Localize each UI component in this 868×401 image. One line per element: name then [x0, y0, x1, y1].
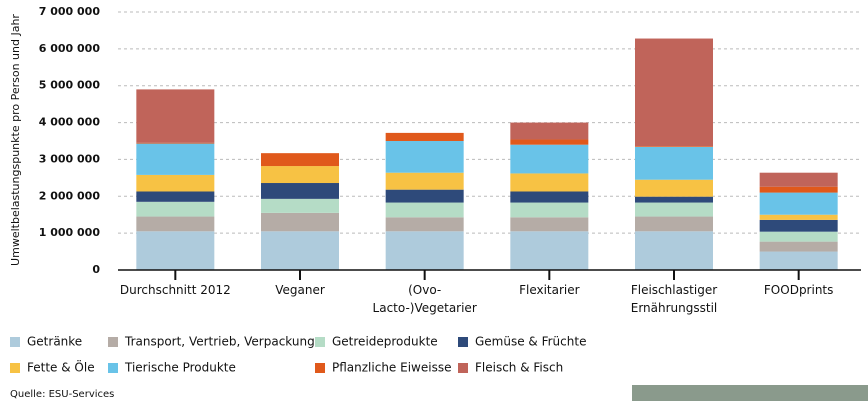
y-tick-label: 7 000 000	[39, 5, 101, 18]
bar-segment	[635, 197, 713, 203]
x-tick-label-box: Veganer	[230, 281, 370, 321]
legend-label: Fette & Öle	[27, 359, 95, 375]
bar-segment	[136, 217, 214, 232]
bar-segment	[261, 213, 339, 231]
legend-swatch	[315, 363, 325, 373]
legend-swatch	[108, 337, 118, 347]
bar-segment	[386, 217, 464, 231]
bar-segment	[386, 173, 464, 190]
x-tick-label: Flexitarier	[479, 281, 619, 299]
bar-segment	[510, 231, 588, 270]
bar-segment	[635, 147, 713, 180]
legend-label: Getreideprodukte	[332, 335, 438, 349]
bar-segment	[510, 217, 588, 231]
bar-segment	[136, 143, 214, 144]
x-tick-label: Veganer	[230, 281, 370, 299]
x-tick-label-box: FOODprints	[729, 281, 868, 321]
bar-segment	[760, 232, 838, 242]
x-tick-label: (Ovo-Lacto-)Vegetarier	[355, 281, 495, 317]
legend-swatch	[458, 363, 468, 373]
bar-segment	[635, 146, 713, 147]
bar-segment	[386, 203, 464, 218]
bar-segment	[136, 202, 214, 217]
photo	[632, 385, 868, 401]
bar-segment	[510, 173, 588, 191]
bar-segment	[261, 183, 339, 199]
bar-segment	[386, 190, 464, 203]
bar-segment	[635, 39, 713, 147]
bar-segment	[635, 231, 713, 270]
legend-swatch	[458, 337, 468, 347]
bar-segment	[261, 153, 339, 166]
legend-label: Fleisch & Fisch	[475, 361, 563, 375]
bar-segment	[261, 166, 339, 183]
bar-segment	[136, 191, 214, 201]
bar-segment	[510, 123, 588, 140]
legend-swatch	[108, 363, 118, 373]
y-tick-label: 3 000 000	[39, 152, 101, 165]
bar-segment	[635, 217, 713, 232]
bar-segment	[136, 231, 214, 270]
bar-segment	[510, 191, 588, 202]
legend-swatch	[10, 337, 20, 347]
y-tick-label: 2 000 000	[39, 189, 101, 202]
y-tick-label: 5 000 000	[39, 79, 101, 92]
y-tick-label: 1 000 000	[39, 226, 101, 239]
x-tick-label: FOODprints	[729, 281, 868, 299]
bar-segment	[510, 145, 588, 174]
bar-segment	[510, 203, 588, 218]
legend-label: Gemüse & Früchte	[475, 335, 586, 349]
bar-segment	[635, 180, 713, 197]
y-tick-label: 0	[92, 263, 100, 276]
x-tick-label: Durchschnitt 2012	[105, 281, 245, 299]
bar-segment	[760, 252, 838, 270]
source: Quelle: ESU-Services	[10, 389, 114, 400]
x-tick-label: Fleischlastiger Ernährungsstil	[604, 281, 744, 317]
y-axis-label: Umweltbelastungspunkte pro Person und Ja…	[9, 14, 22, 266]
legend-label: Getränke	[27, 335, 82, 349]
x-tick-label-box: (Ovo-Lacto-)Vegetarier	[355, 281, 495, 321]
legend-label: Tierische Produkte	[124, 361, 236, 375]
x-tick-label-box: Durchschnitt 2012	[105, 281, 245, 321]
bar-segment	[760, 242, 838, 252]
bar-segment	[136, 89, 214, 142]
bar-segment	[510, 140, 588, 145]
legend-label: Transport, Vertrieb, Verpackung	[124, 335, 315, 349]
legend-swatch	[315, 337, 325, 347]
bar-segment	[136, 144, 214, 175]
bar-segment	[760, 215, 838, 220]
bar-segment	[136, 175, 214, 192]
bar-segment	[386, 231, 464, 270]
x-tick-label-box: Flexitarier	[479, 281, 619, 321]
bar-segment	[386, 133, 464, 141]
bar-segment	[386, 141, 464, 173]
bar-segment	[760, 187, 838, 193]
legend-label: Pflanzliche Eiweisse	[332, 361, 451, 375]
legend-swatch	[10, 363, 20, 373]
bar-segment	[261, 231, 339, 270]
chart: Umweltbelastungspunkte pro Person und Ja…	[0, 0, 868, 401]
bar-segment	[760, 193, 838, 215]
bar-segment	[760, 173, 838, 187]
bar-segment	[760, 220, 838, 232]
x-tick-label-box: Fleischlastiger Ernährungsstil	[604, 281, 744, 321]
bar-segment	[635, 203, 713, 217]
bar-segment	[261, 199, 339, 213]
y-tick-label: 4 000 000	[39, 116, 101, 129]
y-tick-label: 6 000 000	[39, 42, 101, 55]
